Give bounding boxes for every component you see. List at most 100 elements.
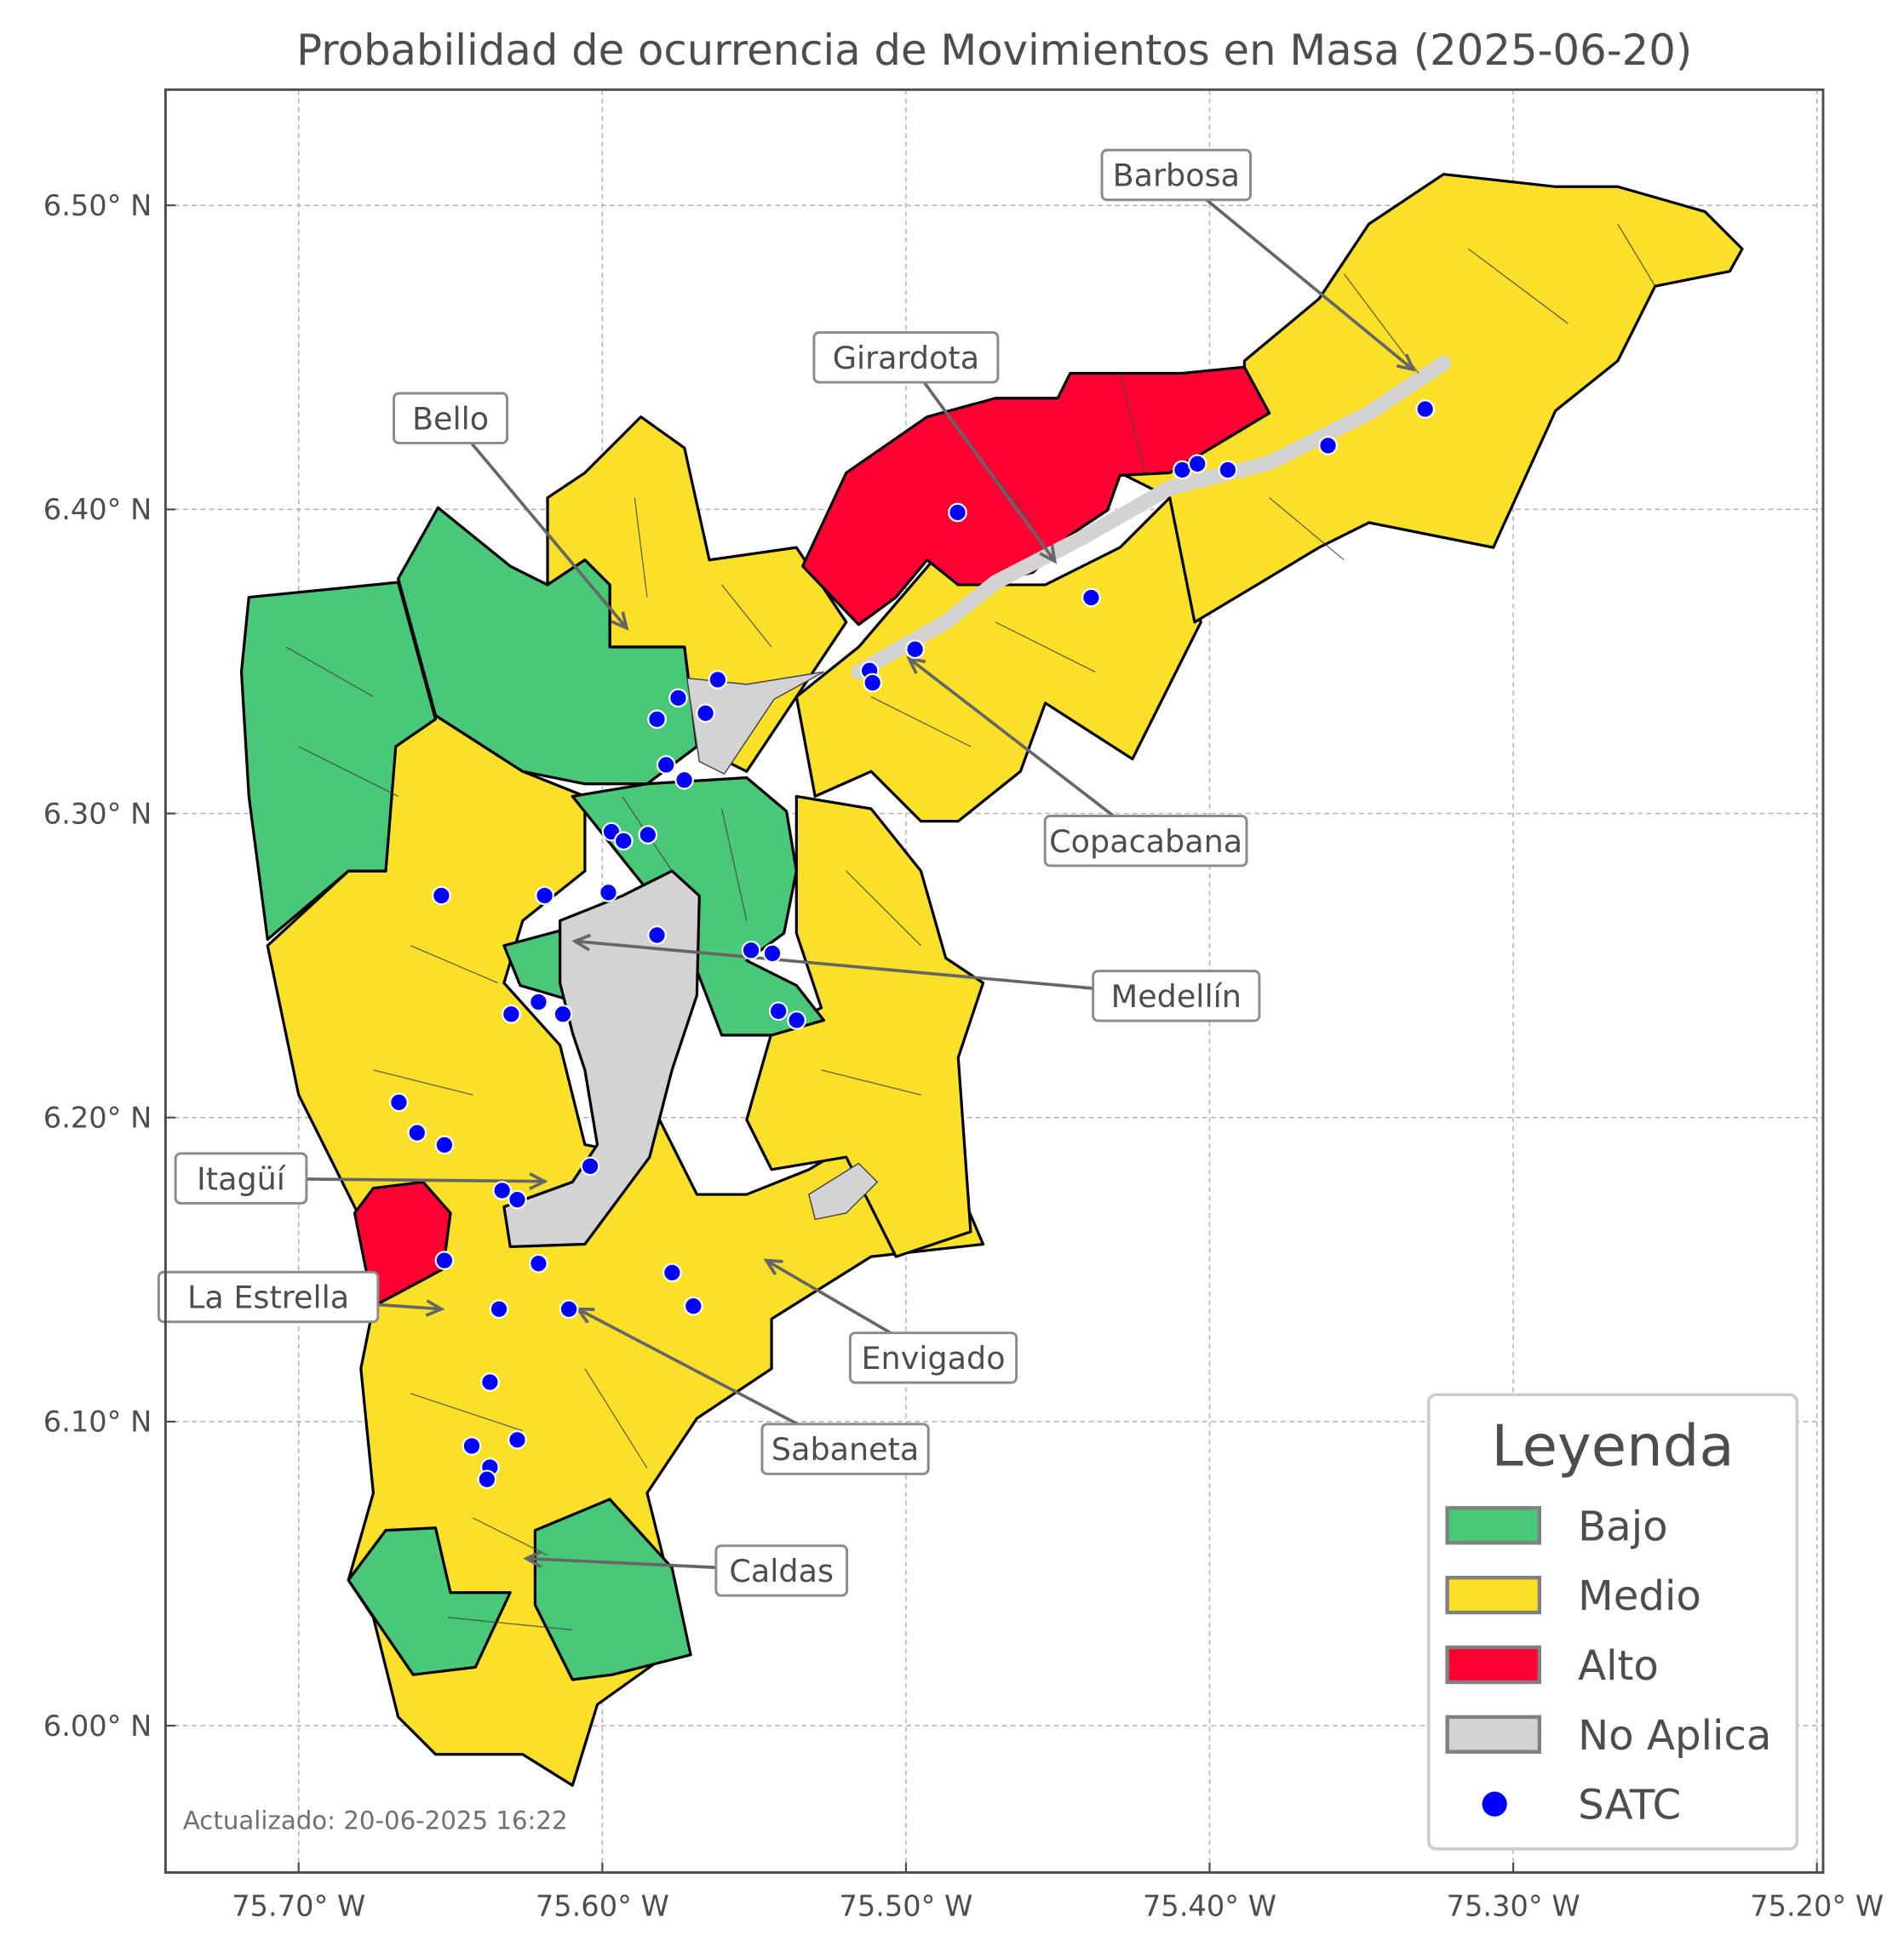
region-no-aplica-copacabana [685,671,824,776]
annotation-box [714,1544,849,1597]
annotation-arrow [449,417,627,627]
annotation-label: Sabaneta [771,1431,919,1468]
annotation-copacabana: Copacabana [906,656,1248,867]
satc-point [638,825,658,845]
x-tick-label: 75.70° W [232,1890,365,1923]
arrow-head [611,611,629,631]
annotation-girardota: Girardota [812,331,1058,564]
satc-point [492,1181,512,1200]
annotation-box [174,1152,308,1205]
annotation-box [812,331,1000,384]
satc-point [434,1135,455,1155]
arrow-head [529,1172,548,1190]
x-tick-label: 75.40° W [1143,1890,1276,1923]
satc-point [905,639,925,660]
satc-point [1218,460,1238,480]
legend-marker-satc [1482,1791,1507,1817]
legend-swatch-alto [1445,1645,1541,1685]
satc-point [407,1123,427,1142]
y-tick-label: 6.10° N [43,1406,152,1439]
satc-point [489,1299,509,1320]
satc-point [668,688,688,708]
map-regions [239,173,1744,1787]
region-alto-girardota [801,365,1271,627]
satc-point [674,770,694,790]
annotation-bello: Bello [393,392,629,631]
satc-point [535,885,554,906]
annotation-box [848,1331,1018,1384]
axis-ticks: 75.70° W 75.60° W 75.50° W 75.40° W 75.30° W… [43,189,1884,1923]
y-tick-label: 6.30° N [43,797,152,830]
legend-label-no-aplica: No Aplica [1578,1712,1771,1760]
annotation-envigado: Envigado [763,1258,1018,1384]
satc-point [462,1436,482,1456]
satc-point [708,670,728,690]
x-tick-label: 75.30° W [1447,1890,1580,1923]
annotation-caldas: Caldas [523,1544,849,1597]
arrow-head [425,1299,445,1317]
legend-item-alto: Alto [1445,1642,1659,1690]
y-tick-label: 6.40° N [43,493,152,526]
annotation-arrow [1175,174,1413,369]
annotation-box [157,1270,380,1324]
satc-point [508,1430,527,1450]
x-tick-label: 75.20° W [1750,1890,1884,1923]
annotation-label: La Estrella [187,1280,349,1316]
arrow-head [571,933,592,952]
satc-point [580,1156,600,1177]
axes-frame [163,88,1825,1875]
arrow-head [1396,353,1416,372]
satc-point [741,940,761,960]
region-bajo-caldas-west [347,1526,512,1676]
arrow-head [763,1258,783,1276]
annotation-label: Caldas [729,1553,834,1589]
annotation-label: Itagüí [197,1160,287,1197]
satc-point [683,1296,703,1316]
legend-item-satc: SATC [1482,1782,1681,1829]
satc-point [389,1092,409,1113]
arrow-head [523,1550,542,1568]
legend-item-no-aplica: No Aplica [1445,1712,1771,1760]
region-no-aplica-urban [502,869,701,1249]
legend-label-bajo: Bajo [1578,1503,1668,1550]
annotation-medellín: Medellín [571,933,1261,1022]
satc-point [599,883,618,902]
legend-label-alto: Alto [1578,1642,1659,1690]
annotation-label: Envigado [861,1340,1005,1377]
satc-point [502,1004,521,1024]
annotation-box [1100,148,1253,202]
legend-title: Leyenda [1491,1413,1734,1480]
satc-point [863,673,883,693]
annotation-box [1043,815,1248,867]
legend: Leyenda Bajo Medio Alto No Aplica SATC [1426,1393,1799,1851]
y-tick-label: 6.20° N [43,1101,152,1134]
annotation-label: Girardota [833,340,979,376]
region-no-aplica-envigado-east [808,1162,879,1221]
satc-point [768,1001,789,1022]
satc-point [1187,454,1207,474]
map-title: Probabilidad de ocurrencia de Movimiento… [296,26,1692,75]
satc-point [1415,399,1436,419]
satc-point [613,831,634,851]
annotation-label: Barbosa [1113,157,1240,194]
legend-label-satc: SATC [1578,1782,1681,1829]
municipality-annotations: Barbosa Girardota Bello Copacabana Medellín I… [157,148,1416,1597]
satc-point [1318,436,1338,455]
annotation-box [1092,970,1261,1022]
satc-point [647,925,667,945]
satc-point [662,1263,682,1283]
satc-points [389,399,1436,1490]
annotation-arrow [909,658,1147,843]
satc-point [477,1469,497,1490]
annotation-sabaneta: Sabaneta [575,1307,930,1475]
annotation-arrow [904,356,1055,560]
legend-label-medio: Medio [1578,1572,1701,1620]
satc-point [762,943,783,964]
satc-point [553,1004,573,1024]
region-bajo-bello [397,506,699,786]
satc-point [787,1011,806,1030]
annotation-barbosa: Barbosa [1100,148,1416,372]
x-tick-label: 75.50° W [839,1890,972,1923]
x-tick-label: 75.60° W [536,1890,669,1923]
